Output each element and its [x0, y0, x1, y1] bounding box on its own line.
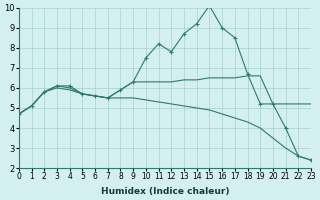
X-axis label: Humidex (Indice chaleur): Humidex (Indice chaleur) [101, 187, 229, 196]
